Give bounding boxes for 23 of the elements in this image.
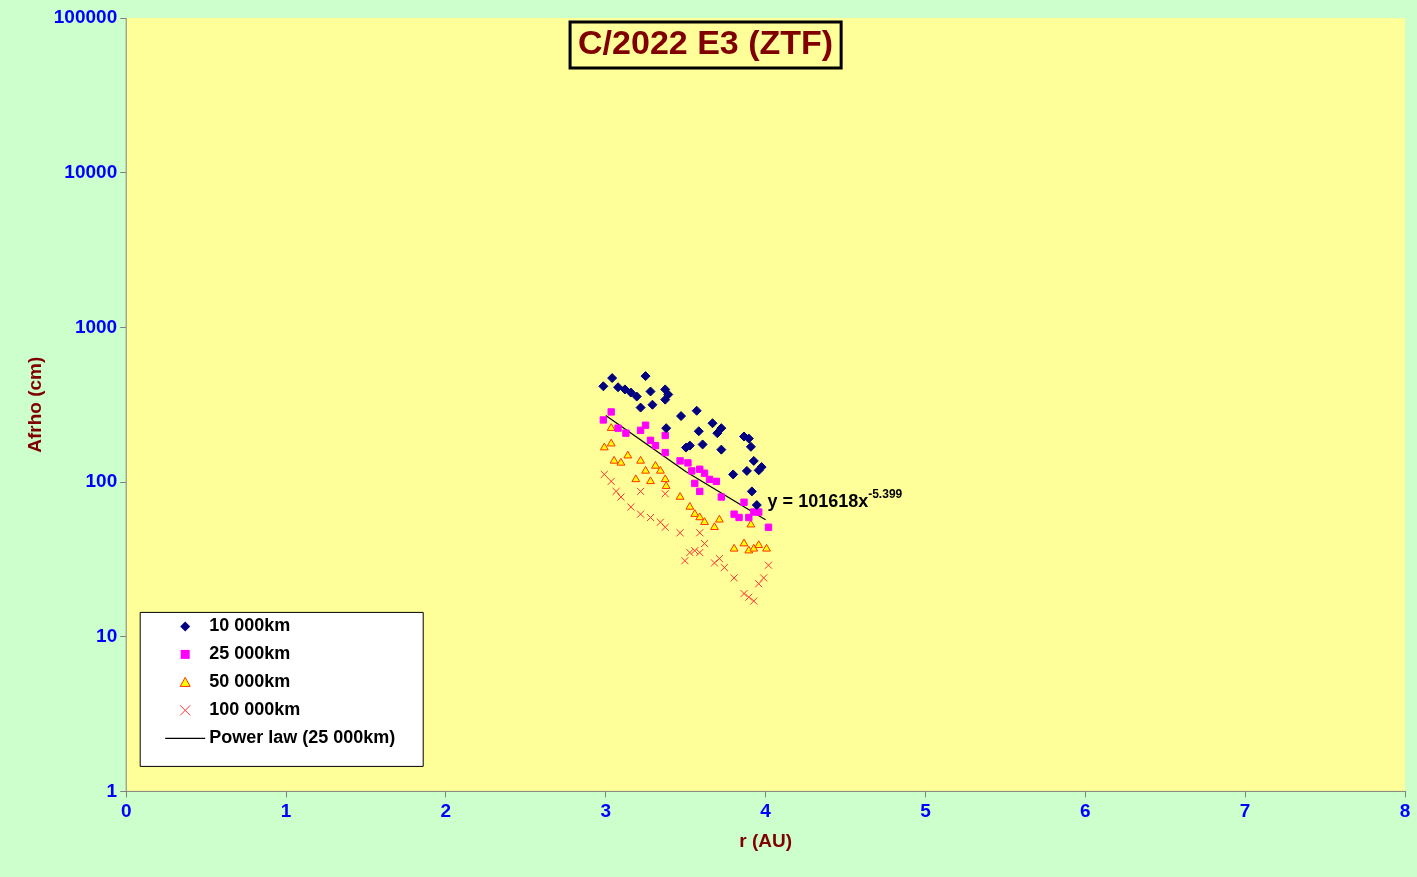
x-tick-label: 2 <box>440 800 452 822</box>
legend-label: Power law (25 000km) <box>209 727 396 748</box>
y-axis-title: Afrho (cm) <box>23 356 45 453</box>
y-tick-label: 10000 <box>64 160 118 182</box>
y-tick-label: 1 <box>106 779 118 801</box>
y-tick-label: 10 <box>96 624 118 646</box>
legend-label: 25 000km <box>209 643 291 664</box>
chart-title: C/2022 E3 (ZTF) <box>578 23 834 62</box>
x-tick-label: 1 <box>280 800 292 822</box>
y-tick-label: 100 <box>85 470 118 492</box>
x-tick-label: 0 <box>120 800 132 822</box>
x-tick-label: 7 <box>1239 800 1251 822</box>
x-tick-label: 8 <box>1399 800 1411 822</box>
x-axis-title: r (AU) <box>739 829 792 851</box>
x-tick-label: 4 <box>760 800 772 822</box>
legend-label: 10 000km <box>209 615 291 636</box>
x-tick-label: 3 <box>600 800 612 822</box>
x-tick-label: 6 <box>1080 800 1091 822</box>
legend-label: 100 000km <box>209 699 301 720</box>
y-tick-label: 100000 <box>53 6 118 28</box>
y-tick-label: 1000 <box>74 315 118 337</box>
legend-label: 50 000km <box>209 671 291 692</box>
x-tick-label: 5 <box>920 800 932 822</box>
